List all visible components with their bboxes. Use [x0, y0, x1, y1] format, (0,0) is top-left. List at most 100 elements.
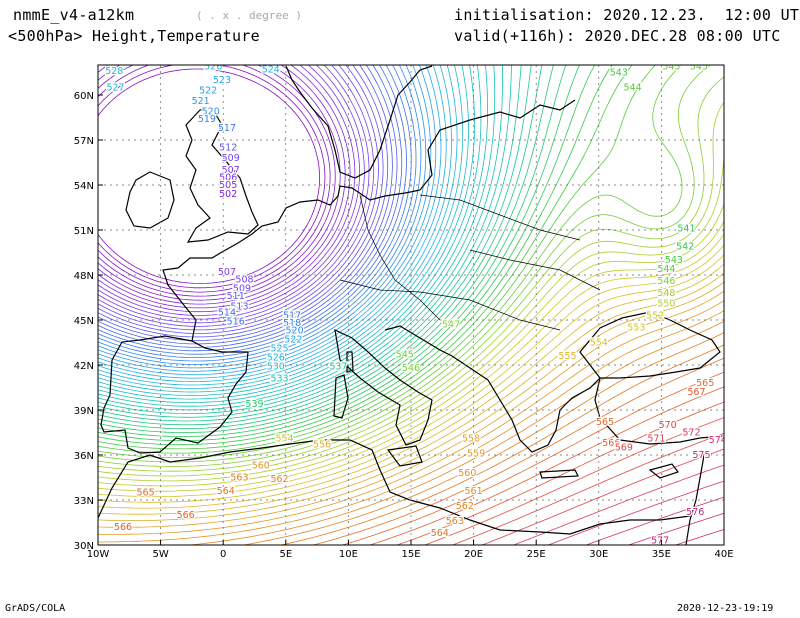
contour-499	[98, 65, 326, 289]
lon-tick-label: 10W	[87, 549, 110, 560]
contour-534	[98, 65, 512, 414]
contour-label: 554	[590, 338, 608, 349]
contour-520	[98, 65, 427, 365]
contour-label: 576	[686, 507, 704, 518]
contour-547	[98, 76, 724, 467]
contour-label: 548	[657, 288, 675, 299]
valid-time: valid(+116h): 2020.DEC.28 08:00 UTC	[454, 27, 781, 45]
contour-513	[98, 65, 393, 341]
contour-label: 559	[467, 449, 485, 460]
balkan-coast	[451, 355, 601, 453]
contour-label: 572	[682, 428, 700, 439]
contour-544	[98, 65, 656, 454]
contour-label: 566	[114, 522, 132, 533]
north-africa-coast	[98, 439, 691, 535]
contour-label: 508	[235, 275, 253, 286]
contour-label: 542	[676, 242, 694, 253]
contour-label: 555	[558, 351, 576, 362]
contour-558	[98, 290, 724, 528]
lon-tick-label: 20E	[464, 549, 483, 560]
contour-label: 521	[192, 96, 210, 107]
contour-526	[98, 65, 458, 386]
iberia-coast	[100, 335, 249, 454]
contour-label: 507	[222, 165, 240, 176]
contour-574	[628, 512, 724, 545]
contour-label: 507	[218, 267, 236, 278]
contour-label: 544	[624, 83, 642, 94]
contour-550	[98, 203, 724, 482]
sardinia-coast	[333, 374, 349, 419]
contour-label: 519	[198, 114, 216, 125]
contour-label: 554	[275, 434, 293, 445]
contour-label: 517	[283, 311, 301, 322]
contour-label: 546	[402, 363, 420, 374]
contour-label: 545	[690, 62, 708, 73]
lat-tick-label: 42N	[74, 361, 94, 372]
contour-label: 561	[465, 486, 483, 497]
contour-517	[98, 65, 412, 355]
contour-511	[98, 65, 384, 334]
contour-515	[98, 65, 403, 348]
cyprus-coast	[648, 463, 679, 479]
contour-label: 511	[227, 291, 245, 302]
contour-569	[452, 432, 724, 545]
contour-label: 520	[285, 326, 303, 337]
contour-label: 560	[458, 468, 476, 479]
contour-label: 509	[222, 153, 240, 164]
contour-label: 530	[267, 362, 285, 373]
contour-label: 574	[709, 435, 727, 446]
contour-label: 513	[230, 302, 248, 313]
contour-label: 517	[218, 123, 236, 134]
contour-label: 552	[646, 311, 664, 322]
lat-tick-label: 45N	[74, 316, 94, 327]
north-coast	[162, 185, 421, 342]
contour-label: 546	[657, 276, 675, 287]
contour-label: 565	[596, 417, 614, 428]
field-title: <500hPa> Height,Temperature	[8, 27, 260, 45]
model-name: nmmE_v4-a12km	[13, 6, 135, 24]
contour-530	[98, 65, 482, 400]
footer-right: 2020-12-23-19:19	[677, 603, 774, 614]
contour-537	[98, 65, 543, 426]
contour-label: 567	[687, 387, 705, 398]
contour-522	[98, 65, 437, 372]
contour-label: 570	[659, 420, 677, 431]
lon-tick-label: 30E	[589, 549, 608, 560]
contour-label: 520	[202, 107, 220, 118]
crete-coast	[539, 469, 579, 479]
baltic-coast	[419, 99, 576, 191]
contour-525	[98, 65, 452, 382]
levant-coast	[685, 449, 706, 545]
contour-label: 539	[245, 399, 263, 410]
contour-label: 545	[396, 350, 414, 361]
scandinavia-coast	[285, 65, 433, 179]
lon-tick-label: 35E	[652, 549, 671, 560]
contour-505	[98, 65, 356, 313]
contour-507	[98, 65, 365, 320]
coastlines	[98, 65, 724, 545]
lat-tick-label: 48N	[74, 271, 94, 282]
country-borders	[339, 194, 601, 331]
lat-lon-grid	[98, 65, 724, 545]
contour-500	[98, 65, 331, 293]
contour-label: 506	[219, 173, 237, 184]
lat-tick-label: 36N	[74, 451, 94, 462]
contour-label: 533	[270, 374, 288, 385]
lat-tick-label: 51N	[74, 226, 94, 237]
lon-tick-label: 40E	[714, 549, 733, 560]
contour-553	[98, 244, 724, 497]
footer-left: GrADS/COLA	[5, 603, 66, 614]
lat-tick-label: 60N	[74, 91, 94, 102]
contour-label: 571	[647, 434, 665, 445]
contour-label: 522	[199, 86, 217, 97]
contour-label: 543	[665, 255, 683, 266]
contour-label: 564	[431, 528, 449, 539]
ireland-coast	[125, 171, 175, 229]
contour-label: 523	[213, 75, 231, 86]
contour-label: 563	[446, 516, 464, 527]
contour-508	[98, 65, 370, 324]
lat-tick-label: 57N	[74, 136, 94, 147]
contour-570	[481, 448, 724, 545]
contour-label: 516	[227, 317, 245, 328]
